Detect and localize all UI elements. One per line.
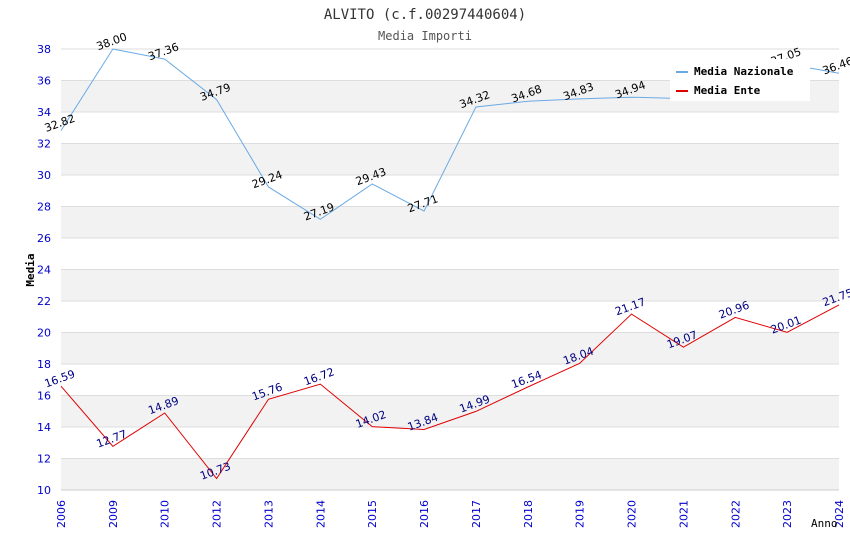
legend-box: [670, 59, 810, 101]
y-tick-label: 18: [37, 358, 51, 371]
x-tick-label: 2010: [159, 500, 172, 528]
y-tick-label: 10: [37, 484, 51, 497]
background-bands: [61, 80, 839, 490]
data-label: 36.46: [821, 54, 850, 77]
y-tick-label: 26: [37, 232, 51, 245]
x-tick-label: 2024: [833, 500, 846, 528]
x-tick-label: 2021: [677, 500, 690, 528]
x-tick-label: 2022: [729, 500, 742, 528]
y-tick-label: 22: [37, 295, 51, 308]
y-tick-label: 32: [37, 138, 51, 151]
x-tick-label: 2009: [107, 500, 120, 528]
y-tick-label: 30: [37, 169, 51, 182]
x-tick-label: 2016: [418, 500, 431, 528]
y-tick-label: 20: [37, 327, 51, 340]
x-tick-label: 2014: [314, 500, 327, 528]
data-label: 38.00: [95, 30, 129, 53]
legend-label-nazionale: Media Nazionale: [694, 65, 794, 78]
y-tick-label: 28: [37, 201, 51, 214]
y-tick-label: 14: [37, 421, 51, 434]
y-tick-label: 16: [37, 390, 51, 403]
y-tick-label: 38: [37, 43, 51, 56]
x-tick-label: 2020: [626, 500, 639, 528]
gridlines: [61, 48, 839, 491]
chart-title: ALVITO (c.f.00297440604): [324, 7, 526, 23]
grid-band: [61, 269, 839, 301]
y-axis-label: Media: [24, 253, 37, 286]
y-tick-label: 34: [37, 106, 51, 119]
x-tick-label: 2018: [522, 500, 535, 528]
x-tick-label: 2013: [262, 500, 275, 528]
x-tick-label: 2017: [470, 500, 483, 528]
grid-band: [61, 395, 839, 427]
y-axis-ticks: 10 12 14 16 18 20 22 24 26 28 30 32 34 36 38: [37, 43, 51, 497]
legend-label-ente: Media Ente: [694, 84, 761, 97]
grid-band: [61, 206, 839, 238]
y-tick-label: 24: [37, 264, 51, 277]
x-tick-label: 2012: [211, 500, 224, 528]
y-tick-label: 12: [37, 453, 51, 466]
x-tick-label: 2019: [574, 500, 587, 528]
grid-band: [61, 332, 839, 364]
x-axis-label: Anno: [811, 517, 838, 530]
x-tick-label: 2023: [781, 500, 794, 528]
legend: Media Nazionale Media Ente: [670, 59, 810, 101]
grid-band: [61, 458, 839, 490]
series-line-ente: [60, 304, 840, 480]
data-label: 37.36: [147, 40, 181, 63]
x-axis-ticks: 2006 2009 2010 2012 2013 2014 2015 2016 2017 2018…: [55, 500, 846, 528]
y-tick-label: 36: [37, 75, 51, 88]
x-tick-label: 2015: [366, 500, 379, 528]
x-tick-label: 2006: [55, 500, 68, 528]
chart-subtitle: Media Importi: [378, 29, 472, 43]
